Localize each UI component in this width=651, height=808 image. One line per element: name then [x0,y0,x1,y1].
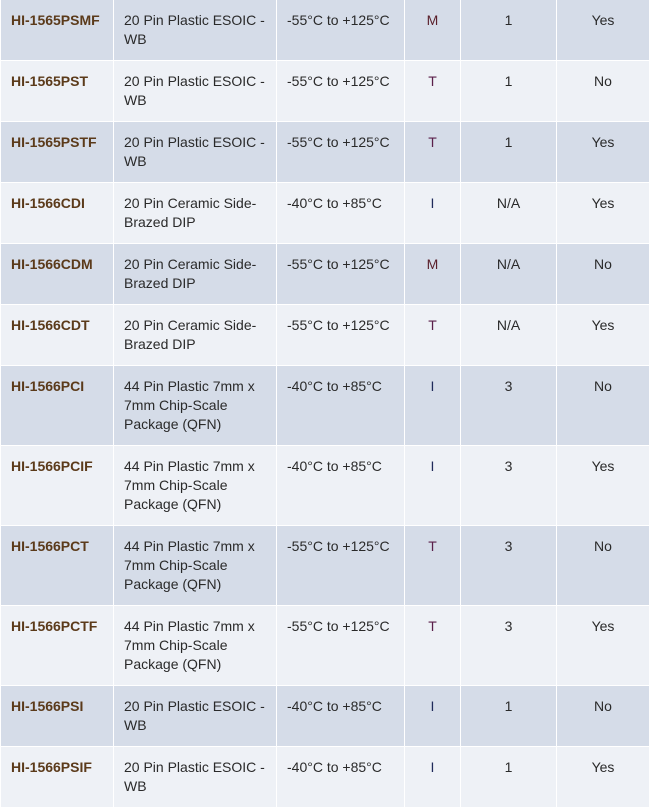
temperature-range-cell: -55°C to +125°C [276,304,405,366]
part-number-cell: HI-1566PSIF [0,746,114,808]
package-cell: 20 Pin Plastic ESOIC - WB [113,746,277,808]
rohs-cell: No [556,365,650,446]
rohs-cell: Yes [556,121,650,183]
grade-cell: I [404,365,461,446]
grade-cell: M [404,243,461,305]
package-cell: 20 Pin Ceramic Side-Brazed DIP [113,304,277,366]
table-row: HI-1566PCIF 44 Pin Plastic 7mm x 7mm Chip… [0,445,650,526]
temperature-range-cell: -55°C to +125°C [276,243,405,305]
rohs-cell: Yes [556,445,650,526]
table-row: HI-1566PCT 44 Pin Plastic 7mm x 7mm Chip-… [0,525,650,606]
package-cell: 20 Pin Ceramic Side-Brazed DIP [113,182,277,244]
package-cell: 44 Pin Plastic 7mm x 7mm Chip-Scale Pack… [113,445,277,526]
package-cell: 20 Pin Plastic ESOIC - WB [113,0,277,61]
temperature-range-cell: -40°C to +85°C [276,685,405,747]
rohs-cell: No [556,685,650,747]
part-number-cell: HI-1566PSI [0,685,114,747]
grade-cell: I [404,445,461,526]
part-number-cell: HI-1566CDI [0,182,114,244]
part-number-cell: HI-1565PSTF [0,121,114,183]
grade-cell: I [404,746,461,808]
grade-cell: M [404,0,461,61]
temperature-range-cell: -40°C to +85°C [276,182,405,244]
temperature-range-cell: -55°C to +125°C [276,60,405,122]
rohs-cell: Yes [556,304,650,366]
package-cell: 44 Pin Plastic 7mm x 7mm Chip-Scale Pack… [113,525,277,606]
quantity-cell: 3 [460,365,557,446]
package-cell: 20 Pin Ceramic Side-Brazed DIP [113,243,277,305]
quantity-cell: 3 [460,525,557,606]
package-cell: 20 Pin Plastic ESOIC - WB [113,60,277,122]
part-number-cell: HI-1565PST [0,60,114,122]
temperature-range-cell: -55°C to +125°C [276,0,405,61]
quantity-cell: 3 [460,605,557,686]
table-row: HI-1565PSMF 20 Pin Plastic ESOIC - WB -55°… [0,0,650,61]
grade-cell: T [404,60,461,122]
quantity-cell: 1 [460,685,557,747]
table-row: HI-1566PCTF 44 Pin Plastic 7mm x 7mm Chip… [0,605,650,686]
table-row: HI-1566CDI 20 Pin Ceramic Side-Brazed DIP… [0,182,650,244]
quantity-cell: N/A [460,182,557,244]
table-row: HI-1565PSTF 20 Pin Plastic ESOIC - WB -55°… [0,121,650,183]
temperature-range-cell: -40°C to +85°C [276,746,405,808]
rohs-cell: Yes [556,746,650,808]
rohs-cell: Yes [556,0,650,61]
quantity-cell: N/A [460,243,557,305]
rohs-cell: No [556,525,650,606]
table-row: HI-1566PSIF 20 Pin Plastic ESOIC - WB -40°… [0,746,650,808]
table-row: HI-1566PCI 44 Pin Plastic 7mm x 7mm Chip-… [0,365,650,446]
grade-cell: T [404,121,461,183]
quantity-cell: N/A [460,304,557,366]
quantity-cell: 1 [460,746,557,808]
package-cell: 20 Pin Plastic ESOIC - WB [113,121,277,183]
temperature-range-cell: -55°C to +125°C [276,525,405,606]
rohs-cell: Yes [556,182,650,244]
rohs-cell: Yes [556,605,650,686]
grade-cell: I [404,182,461,244]
table-row: HI-1565PST 20 Pin Plastic ESOIC - WB -55°C… [0,60,650,122]
rohs-cell: No [556,243,650,305]
part-number-cell: HI-1566CDM [0,243,114,305]
part-number-cell: HI-1565PSMF [0,0,114,61]
grade-cell: T [404,304,461,366]
package-cell: 44 Pin Plastic 7mm x 7mm Chip-Scale Pack… [113,605,277,686]
temperature-range-cell: -55°C to +125°C [276,605,405,686]
package-cell: 44 Pin Plastic 7mm x 7mm Chip-Scale Pack… [113,365,277,446]
rohs-cell: No [556,60,650,122]
table-row: HI-1566CDM 20 Pin Ceramic Side-Brazed DIP… [0,243,650,305]
grade-cell: T [404,605,461,686]
part-number-cell: HI-1566PCI [0,365,114,446]
quantity-cell: 1 [460,60,557,122]
table-row: HI-1566CDT 20 Pin Ceramic Side-Brazed DIP… [0,304,650,366]
quantity-cell: 1 [460,121,557,183]
part-number-cell: HI-1566CDT [0,304,114,366]
quantity-cell: 3 [460,445,557,526]
grade-cell: T [404,525,461,606]
temperature-range-cell: -40°C to +85°C [276,365,405,446]
temperature-range-cell: -40°C to +85°C [276,445,405,526]
table-row: HI-1566PSI 20 Pin Plastic ESOIC - WB -40°C… [0,685,650,747]
temperature-range-cell: -55°C to +125°C [276,121,405,183]
grade-cell: I [404,685,461,747]
part-number-cell: HI-1566PCIF [0,445,114,526]
quantity-cell: 1 [460,0,557,61]
part-number-cell: HI-1566PCTF [0,605,114,686]
part-number-cell: HI-1566PCT [0,525,114,606]
package-cell: 20 Pin Plastic ESOIC - WB [113,685,277,747]
